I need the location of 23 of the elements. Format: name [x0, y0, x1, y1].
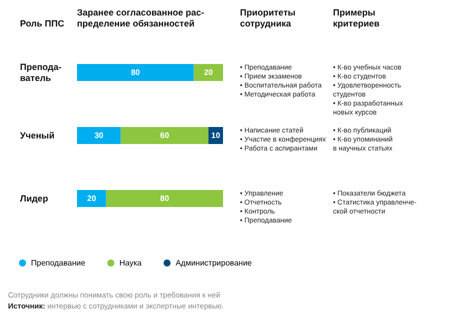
data-label: 10	[211, 131, 221, 140]
bar	[77, 190, 106, 207]
data-label: 80	[160, 194, 170, 203]
bar	[77, 64, 194, 81]
y-tick-label: Ученый	[20, 130, 54, 140]
data-label: 80	[130, 68, 140, 77]
legend-label: Преподавание	[31, 258, 86, 268]
legend-label: Администрирование	[176, 258, 252, 268]
data-label: 20	[87, 194, 97, 203]
bar	[194, 64, 223, 81]
y-tick-label: Препода- ватель	[20, 62, 62, 83]
legend-label: Наука	[119, 258, 142, 268]
y-axis-title: Роль ППС	[20, 18, 65, 28]
text: Примеры критериев	[333, 8, 380, 28]
y-tick-label: Лидер	[20, 194, 49, 204]
text: Приоритеты сотрудника	[240, 8, 296, 28]
bar	[120, 127, 208, 144]
x-axis-title: Заранее согласованное рас- пределение обязанностей	[77, 8, 204, 28]
data-label: 20	[204, 68, 214, 77]
bar	[106, 190, 223, 207]
bar	[77, 127, 121, 144]
data-label: 60	[160, 131, 170, 140]
data-label: 30	[94, 131, 104, 140]
